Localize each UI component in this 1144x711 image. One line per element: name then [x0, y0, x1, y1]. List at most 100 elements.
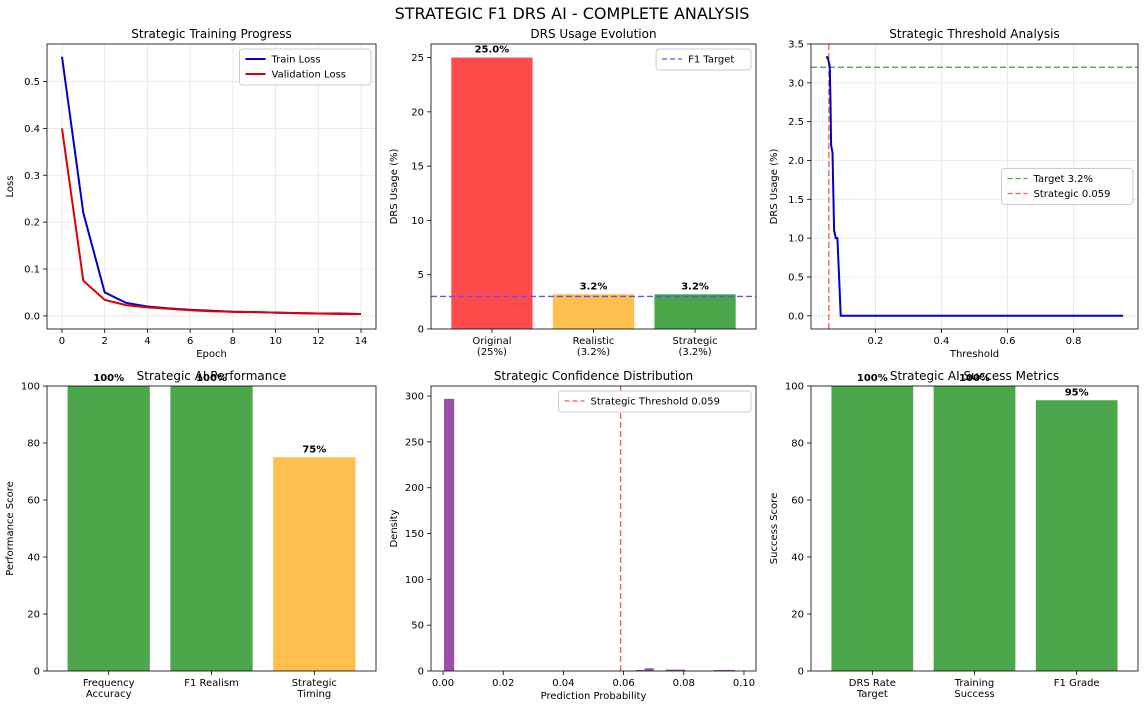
plot-frame: [430, 43, 757, 330]
histogram-bar: [713, 670, 725, 671]
bar-value-label: 3.2%: [681, 281, 709, 292]
bar: [654, 294, 736, 329]
y-tick-label: 2.0: [788, 156, 804, 167]
plot-frame: [46, 385, 377, 672]
bar: [451, 57, 533, 329]
chart-confidence-distribution: 0.00 0.02 0.04 0.06 0.08 0.10 Prediction Proba…: [389, 369, 757, 702]
y-tick-label: 20: [27, 610, 40, 621]
bar: [1035, 400, 1118, 671]
x-tick-label: 6: [187, 336, 193, 347]
y-tick-label: 10: [411, 216, 424, 227]
legend-label: Strategic 0.059: [1034, 189, 1111, 200]
chart-title: Strategic Confidence Distribution: [494, 369, 693, 383]
x-tick-label: 0.10: [733, 678, 755, 689]
x-tick-label: 2: [101, 336, 107, 347]
x-tick-label: 4: [144, 336, 150, 347]
x-tick-label: Strategic Timing: [292, 678, 337, 700]
bar-value-label: 3.2%: [580, 281, 608, 292]
y-tick-label: 100: [405, 575, 424, 586]
y-tick-label: 300: [405, 392, 424, 403]
x-tick-label: F1 Realism: [184, 678, 239, 689]
plot-frame: [46, 43, 377, 330]
bar-value-label: 25.0%: [475, 45, 510, 56]
x-tick-label: F1 Grade: [1054, 678, 1100, 689]
x-tick-label: 0.02: [492, 678, 514, 689]
legend-box: [239, 48, 372, 86]
y-tick-label: 200: [405, 483, 424, 494]
y-axis-label: Loss: [5, 176, 16, 198]
y-tick-label: 0.5: [24, 77, 40, 88]
plot-frame: [430, 385, 757, 672]
bar: [67, 386, 150, 671]
legend-label: Train Loss: [271, 55, 321, 66]
y-tick-label: 80: [791, 439, 804, 450]
bar: [831, 386, 914, 671]
y-axis-label: DRS Usage (%): [389, 149, 400, 225]
y-tick-label: 1.0: [788, 234, 804, 245]
chart-title: Strategic AI Success Metrics: [890, 369, 1059, 383]
legend-box: [655, 48, 752, 71]
y-tick-label: 0: [798, 667, 804, 678]
chart-success-metrics: 0 20 40 60 80 100 Success Score DRS Rate Target T…: [769, 369, 1139, 700]
legend-label: F1 Target: [688, 55, 734, 66]
bar-value-label: 95%: [1065, 387, 1089, 398]
y-tick-label: 150: [405, 529, 424, 540]
x-tick-label: DRS Rate Target: [849, 678, 896, 700]
y-axis-label: Success Score: [769, 493, 780, 564]
y-tick-label: 0: [34, 667, 40, 678]
histogram-bar: [674, 669, 686, 671]
x-tick-label: 0.6: [1000, 336, 1016, 347]
chart-threshold-analysis: 0.2 0.4 0.6 0.8 Threshold 0.0 0.5 1.0 1.5 2.0 2.5 3…: [769, 27, 1139, 360]
y-tick-label: 60: [791, 496, 804, 507]
y-tick-label: 20: [411, 107, 424, 118]
series-line: [61, 56, 362, 315]
x-tick-label: 0.08: [673, 678, 695, 689]
x-tick-label: 8: [230, 336, 236, 347]
histogram-bar: [443, 398, 455, 671]
y-tick-label: 20: [791, 610, 804, 621]
y-tick-label: 3.0: [788, 78, 804, 89]
x-axis-label: Threshold: [949, 349, 999, 360]
x-tick-label: 10: [269, 336, 282, 347]
y-tick-label: 0.0: [788, 311, 804, 322]
y-tick-label: 0.2: [24, 218, 40, 229]
x-tick-label: Strategic (3.2%): [672, 336, 717, 358]
y-tick-label: 250: [405, 437, 424, 448]
chart-title: Strategic Training Progress: [131, 27, 291, 41]
legend-box: [1001, 168, 1134, 205]
x-tick-label: 0.8: [1066, 336, 1082, 347]
y-tick-label: 1.5: [788, 195, 804, 206]
chart-drs-usage-evolution: 0 5 10 15 20 25 DRS Usage (%) 25.0% Original (25%…: [389, 27, 757, 358]
y-tick-label: 25: [411, 53, 424, 64]
bar-value-label: 100%: [857, 373, 888, 384]
y-tick-label: 60: [27, 496, 40, 507]
bar: [273, 457, 356, 671]
histogram-bar: [724, 670, 735, 671]
x-tick-label: Frequency Accuracy: [83, 678, 135, 700]
x-tick-label: Realistic (3.2%): [573, 336, 615, 358]
x-tick-label: 0.06: [612, 678, 634, 689]
y-tick-label: 80: [27, 439, 40, 450]
y-tick-label: 0.4: [24, 124, 40, 135]
plot-frame: [810, 385, 1139, 672]
y-tick-label: 0.0: [24, 311, 40, 322]
y-tick-label: 100: [785, 382, 804, 393]
y-tick-label: 3.5: [788, 40, 804, 51]
y-tick-label: 0.1: [24, 265, 40, 276]
chart-ai-performance: 0 20 40 60 80 100 Performance Score Frequency Ac…: [5, 369, 377, 700]
legend-label: Target 3.2%: [1033, 174, 1094, 185]
y-tick-label: 40: [27, 553, 40, 564]
histogram-bar: [644, 668, 654, 671]
histogram-bar: [635, 670, 645, 671]
y-axis-label: Density: [389, 509, 400, 547]
x-tick-label: Original (25%): [472, 336, 511, 358]
x-tick-label: 0.2: [867, 336, 883, 347]
y-tick-label: 50: [411, 621, 424, 632]
bar-value-label: 100%: [93, 373, 124, 384]
y-tick-label: 0: [418, 325, 424, 336]
chart-title: Strategic Threshold Analysis: [889, 27, 1059, 41]
plot-frame: [810, 43, 1139, 330]
y-tick-label: 2.5: [788, 117, 804, 128]
x-axis-label: Prediction Probability: [541, 691, 647, 702]
x-tick-label: 0: [59, 336, 65, 347]
